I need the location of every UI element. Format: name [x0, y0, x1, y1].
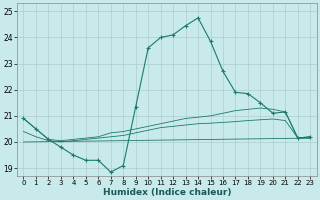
X-axis label: Humidex (Indice chaleur): Humidex (Indice chaleur)	[103, 188, 231, 197]
